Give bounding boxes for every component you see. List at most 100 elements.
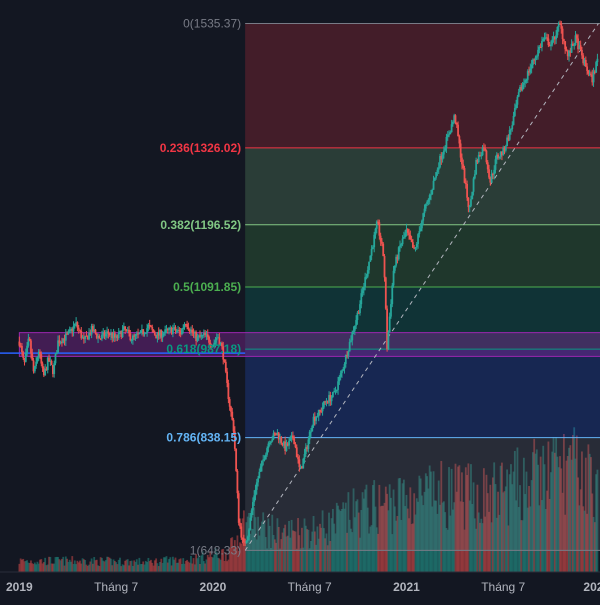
candle-body [564,41,567,50]
candle-body [134,334,137,336]
candle-body [70,328,72,330]
candle-body [461,157,463,165]
candle-body [206,334,209,337]
volume-bar [388,484,391,572]
volume-bar [150,559,152,572]
candle-body [498,156,501,158]
candle-body [161,335,164,338]
candle-body [470,199,472,206]
candle-body [31,353,34,361]
volume-bar [35,564,38,572]
candle-body [501,151,503,155]
volume-bar [504,486,507,572]
candle-body [57,340,59,353]
volume-bar [361,492,364,572]
volume-bar [253,507,256,572]
candle-body [433,177,436,181]
volume-bar [142,561,145,572]
volume-bar [254,517,257,572]
volume-bar [165,556,168,572]
time-axis-labels[interactable]: 2019 Tháng 7 2020 Tháng 7 2021 Tháng 7 2022 [6,580,600,594]
volume-bar [73,560,76,572]
candle-body [174,327,177,332]
volume-bar [23,561,26,572]
volume-bar [381,505,383,572]
volume-bar [236,535,239,572]
volume-bar [583,510,586,572]
candle-body [135,333,138,335]
candle-body [165,329,168,331]
volume-bar [579,489,582,572]
volume-bar [205,559,208,572]
volume-bar [442,501,445,572]
volume-bar [235,548,238,572]
candle-body [525,79,528,81]
volume-bar [75,564,78,572]
volume-bar [522,457,525,572]
candle-body [533,59,536,61]
volume-bar [191,563,194,572]
volume-bar [546,490,548,572]
volume-bar [95,559,98,572]
candle-body [575,35,578,39]
candle-body [485,150,488,163]
volume-bar [404,506,407,572]
volume-bar [506,469,508,572]
fib-label-1: 0.236(1326.02) [160,141,241,155]
volume-bar [111,565,114,572]
candle-body [574,35,577,46]
volume-bar [85,564,88,572]
volume-bar [578,505,581,572]
volume-bar [441,502,444,572]
volume-bar [208,557,210,572]
candle-body [569,50,572,53]
volume-bar [156,563,159,572]
candle-body [539,46,542,48]
volume-bar [135,559,138,572]
volume-bar [391,534,394,572]
volume-bar [259,525,262,572]
candle-body [95,333,98,338]
volume-bar [181,563,183,572]
volume-bar [197,556,200,572]
candle-body [66,333,68,335]
volume-bar [596,469,599,572]
candle-body [381,241,383,244]
volume-bar [359,537,361,572]
candle-body [312,416,315,426]
volume-bar [484,516,487,572]
candle-body [298,459,301,468]
volume-bar [81,558,84,572]
volume-bar [294,531,297,572]
candle-body [159,330,161,336]
candle-body [510,129,512,131]
volume-bar [245,522,248,572]
volume-bar [412,523,414,572]
candle-body [37,351,40,358]
volume-bar [529,506,532,572]
volume-bar [499,465,502,572]
candle-body [99,338,102,340]
volume-bar [160,558,163,572]
volume-bar [308,548,311,572]
candle-body [292,435,294,439]
volume-bar [329,541,332,572]
volume-bar [280,539,283,572]
volume-bar [453,502,456,572]
candle-body [584,59,587,67]
volume-bar [24,560,27,572]
volume-bar [355,501,358,572]
candle-body [85,335,88,337]
candle-body [40,354,43,364]
volume-bar [517,507,520,572]
candle-body [110,333,112,335]
candle-body [311,425,314,432]
volume-bar [130,560,133,572]
candle-body [459,143,462,158]
candle-body [36,357,39,362]
candle-body [202,333,205,335]
volume-bar [104,560,107,572]
